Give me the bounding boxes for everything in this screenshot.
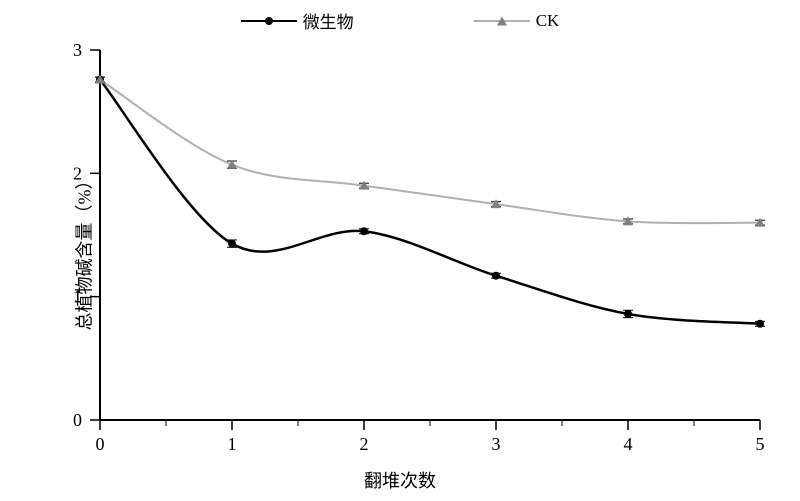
svg-text:1: 1 [228,434,237,454]
svg-text:3: 3 [492,434,501,454]
legend-label-series-0: 微生物 [303,8,354,33]
legend: 微生物 CK [0,8,800,33]
legend-item-series-0: 微生物 [241,8,354,33]
chart-svg: 0123450123 [0,0,800,501]
legend-item-series-1: CK [474,8,560,33]
legend-label-series-1: CK [536,11,560,31]
svg-text:0: 0 [73,410,82,430]
x-axis-label: 翻堆次数 [0,467,800,493]
y-axis-label: 总植物碱含量（%） [71,171,97,330]
svg-text:3: 3 [73,40,82,60]
svg-text:5: 5 [756,434,765,454]
svg-text:0: 0 [96,434,105,454]
chart-container: 微生物 CK 总植物碱含量（%） 翻堆次数 0123450123 [0,0,800,501]
svg-text:2: 2 [360,434,369,454]
legend-marker-series-0 [241,20,297,22]
legend-marker-series-1 [474,20,530,22]
svg-text:4: 4 [624,434,633,454]
